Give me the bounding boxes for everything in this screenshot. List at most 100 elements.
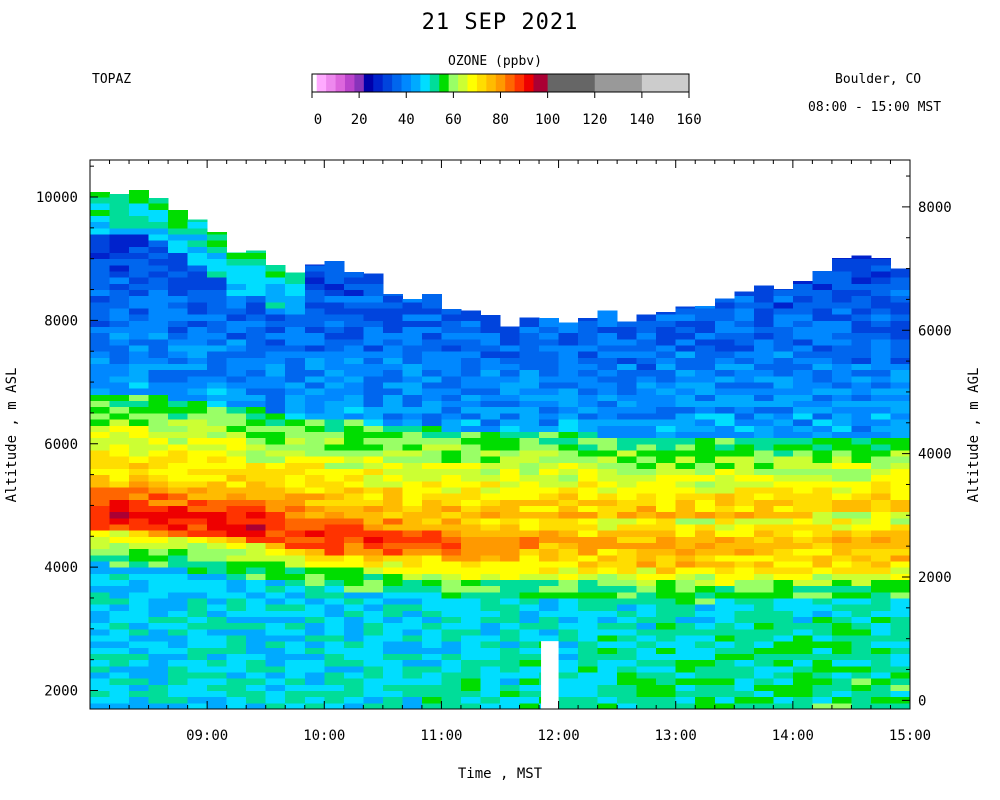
colorbar-bin [467,74,478,92]
ozone-cell [792,634,813,642]
ozone-cell [246,375,267,383]
ozone-cell [148,548,169,556]
ozone-cell [617,542,638,550]
ozone-cell [792,326,813,334]
ozone-cell [90,264,111,272]
ozone-cell [734,622,755,630]
ozone-cell [90,419,111,426]
ozone-cell [441,647,462,654]
ozone-cell [656,332,677,340]
ozone-cell [246,382,267,389]
ozone-cell [773,326,794,334]
ozone-cell [226,332,247,340]
ozone-cell [597,591,618,599]
ozone-cell [636,437,657,445]
ozone-cell [90,499,111,506]
ozone-cell [109,517,130,525]
ozone-cell [285,382,306,389]
ozone-cell [773,499,794,506]
ozone-cell [734,314,755,321]
ozone-cell [734,375,755,383]
ozone-cell [773,647,794,654]
ozone-cell [539,604,560,611]
ozone-cell [109,628,130,636]
ozone-cell [304,628,325,636]
ozone-cell [402,382,423,389]
ozone-cell [578,382,599,389]
ozone-cell [226,622,247,630]
y-tick-label-right: 8000 [918,200,952,216]
ozone-cell [90,209,111,217]
ozone-cell [441,406,462,414]
ozone-cell [460,332,481,340]
ozone-cell [714,301,735,309]
ozone-cell [792,437,813,445]
ozone-cell [890,308,911,315]
ozone-cell [382,369,403,377]
ozone-cell [109,308,130,315]
ozone-cell [812,400,833,408]
ozone-cell [109,197,130,204]
ozone-cell [578,511,599,519]
ozone-cell [187,443,208,451]
ozone-cell [656,338,677,346]
ozone-cell [656,394,677,402]
ozone-cell [890,375,911,383]
ozone-cell [187,474,208,482]
ozone-cell [656,610,677,617]
ozone-cell [773,554,794,562]
ozone-cell [851,301,872,309]
ozone-cell [870,363,891,371]
ozone-cell [207,443,228,451]
ozone-cell [129,308,150,315]
ozone-cell [753,462,774,469]
ozone-cell [382,573,403,580]
ozone-cell [636,449,657,457]
ozone-cell [129,400,150,408]
ozone-cell [870,622,891,630]
ozone-cell [226,560,247,568]
ozone-cell [285,616,306,624]
ozone-cell [90,567,111,574]
ozone-cell [363,338,384,346]
ozone-cell [656,628,677,636]
ozone-cell [519,591,540,599]
ozone-cell [773,382,794,389]
ozone-cell [363,579,384,587]
ozone-cell [460,542,481,550]
ozone-cell [129,702,150,710]
ozone-cell [226,684,247,691]
ozone-cell [617,517,638,525]
ozone-cell [109,591,130,599]
x-tick-label: 11:00 [420,728,462,744]
ozone-cell [480,419,501,426]
ozone-cell [90,197,111,204]
ozone-cell [226,573,247,580]
ozone-cell [480,604,501,611]
ozone-cell [343,573,364,580]
ozone-cell [734,431,755,439]
ozone-cell [187,684,208,691]
ozone-cell [578,665,599,673]
ozone-cell [753,480,774,488]
ozone-cell [421,394,442,402]
ozone-cell [558,536,579,543]
ozone-cell [207,647,228,654]
ozone-cell [675,363,696,371]
ozone-cell [714,653,735,661]
ozone-cell [539,591,560,599]
ozone-cell [363,511,384,519]
ozone-cell [500,610,521,617]
ozone-cell [402,573,423,580]
ozone-cell [636,628,657,636]
ozone-cell [382,437,403,445]
ozone-cell [870,523,891,531]
ozone-cell [578,647,599,654]
ozone-cell [812,375,833,383]
ozone-cell [773,622,794,630]
ozone-cell [870,702,891,710]
ozone-cell [851,505,872,513]
ozone-cell [734,480,755,488]
ozone-cell [675,314,696,321]
ozone-cell [285,573,306,580]
